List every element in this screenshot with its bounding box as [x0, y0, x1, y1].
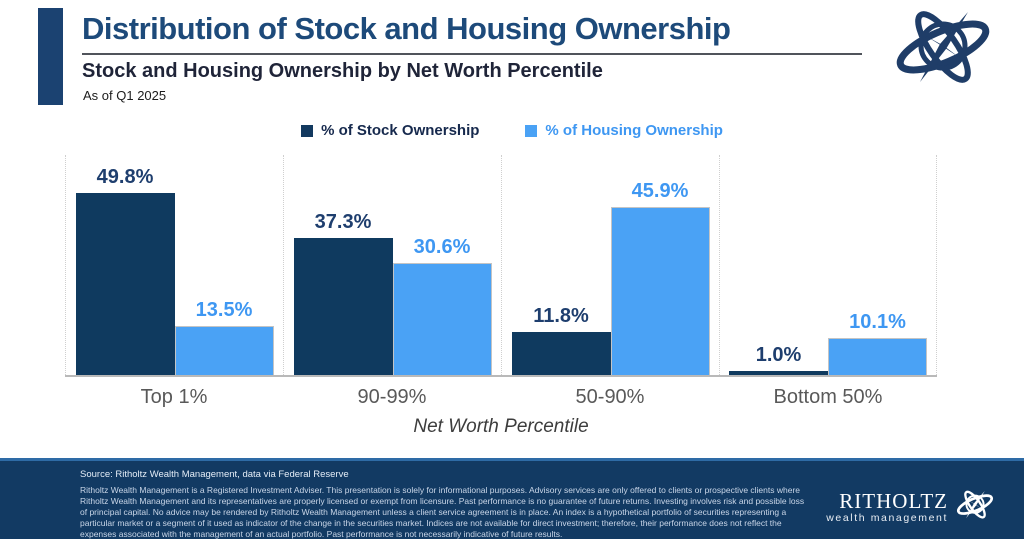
brand-name: RITHOLTZ: [839, 489, 948, 514]
footer-band: Source: Ritholtz Wealth Management, data…: [0, 458, 1024, 539]
housing-bar-column: 45.9%: [610, 180, 710, 375]
housing-bar: [392, 263, 492, 375]
stock-swatch-icon: [301, 124, 314, 137]
housing-bar: [828, 338, 927, 375]
legal-disclaimer: Ritholtz Wealth Management is a Register…: [80, 485, 805, 539]
stock-bar-column: 49.8%: [75, 165, 175, 375]
stock-value-label: 37.3%: [314, 211, 372, 234]
stock-bar-column: 1.0%: [729, 344, 828, 375]
legend-label-stock: % of Stock Ownership: [321, 122, 480, 139]
source-attribution: Source: Ritholtz Wealth Management, data…: [80, 469, 349, 480]
stock-bar: [75, 192, 175, 375]
housing-swatch-icon: [525, 124, 538, 137]
legend-item-housing: % of Housing Ownership: [525, 122, 723, 139]
stock-value-label: 11.8%: [533, 304, 589, 327]
stock-bar-column: 37.3%: [293, 211, 393, 375]
housing-value-label: 10.1%: [849, 311, 906, 334]
housing-bar: [174, 325, 274, 375]
chart-legend: % of Stock Ownership % of Housing Owners…: [0, 122, 1024, 139]
category-label: 90-99%: [357, 386, 427, 408]
stock-bar: [511, 331, 611, 375]
category-axis: Top 1% 90-99% 50-90% Bottom 50%: [65, 377, 937, 409]
housing-value-label: 13.5%: [195, 298, 253, 321]
x-axis-title: Net Worth Percentile: [413, 416, 589, 437]
armillary-sphere-logo-small-icon: [952, 485, 998, 530]
stock-bar-column: 11.8%: [511, 304, 611, 375]
housing-bar: [610, 207, 710, 375]
armillary-sphere-logo-icon: [884, 2, 1002, 99]
category-label: Bottom 50%: [773, 386, 883, 408]
as-of-date: As of Q1 2025: [83, 88, 167, 103]
brand-tagline: wealth management: [826, 512, 948, 525]
category-label: 50-90%: [575, 386, 645, 408]
stock-value-label: 49.8%: [96, 165, 154, 188]
stock-bar: [293, 238, 393, 375]
legend-item-stock: % of Stock Ownership: [301, 122, 479, 139]
housing-bar-column: 10.1%: [828, 311, 927, 375]
housing-bar-column: 30.6%: [392, 236, 492, 375]
chart-subtitle: Stock and Housing Ownership by Net Worth…: [82, 60, 603, 82]
page-title: Distribution of Stock and Housing Owners…: [82, 11, 731, 46]
chart-group-1: 49.8% 13.5%: [65, 155, 283, 375]
chart-group-4: 1.0% 10.1%: [719, 155, 937, 375]
plot-area: 49.8% 13.5% 37.3% 30.6% 11.8% 45.9% 1.0% 10.1%: [65, 155, 937, 377]
legend-label-housing: % of Housing Ownership: [545, 122, 723, 139]
housing-value-label: 45.9%: [631, 180, 689, 203]
chart-group-3: 11.8% 45.9%: [501, 155, 719, 375]
accent-bar: [38, 8, 63, 105]
stock-value-label: 1.0%: [755, 344, 802, 367]
bar-chart: 49.8% 13.5% 37.3% 30.6% 11.8% 45.9% 1.0% 10.1% …: [65, 155, 937, 438]
category-label: Top 1%: [140, 386, 208, 408]
chart-group-2: 37.3% 30.6%: [283, 155, 501, 375]
title-underline: [82, 53, 862, 55]
brand-lockup: RITHOLTZ wealth management: [826, 485, 998, 530]
housing-bar-column: 13.5%: [174, 298, 274, 375]
stock-bar: [729, 371, 828, 375]
housing-value-label: 30.6%: [413, 236, 471, 259]
